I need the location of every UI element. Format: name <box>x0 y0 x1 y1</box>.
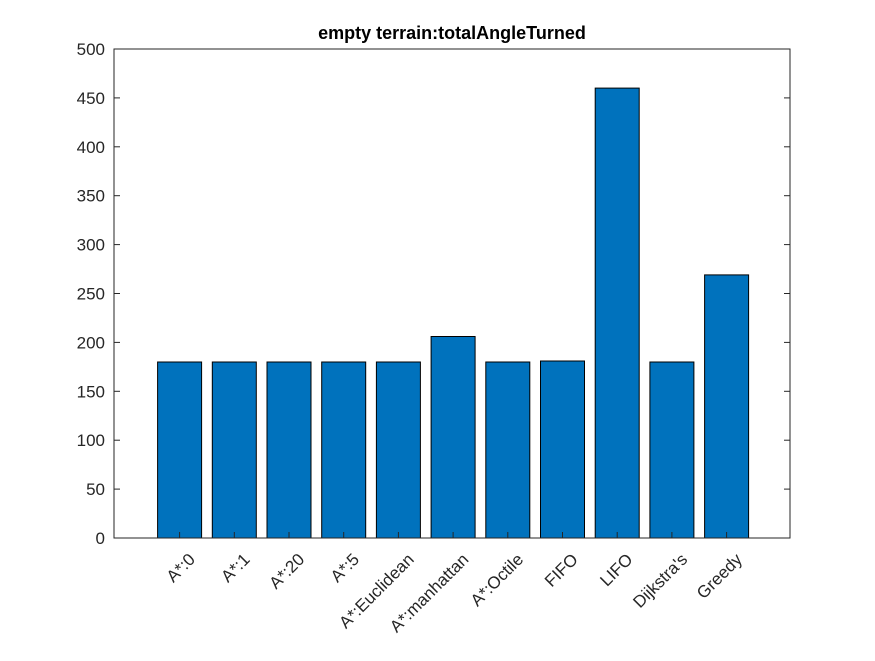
bar-3 <box>321 361 367 539</box>
bar-2 <box>266 361 312 539</box>
x-tick-label-10: Greedy <box>693 550 746 603</box>
y-tick-label-4: 200 <box>77 333 105 352</box>
y-tick-label-10: 500 <box>77 40 105 59</box>
x-tick-label-3: A*:5 <box>327 550 363 586</box>
x-tick-label-6: A*:Octile <box>467 550 527 610</box>
bar-10 <box>704 274 750 539</box>
chart-title: empty terrain:totalAngleTurned <box>318 23 586 43</box>
y-tick-label-1: 50 <box>86 480 105 499</box>
bar-7 <box>540 360 585 539</box>
x-tick-label-9: Dijkstra's <box>629 550 691 612</box>
x-axis: A*:0 A*:1 A*:20 A*:5A*:EuclideanA*:manhatta… <box>163 532 746 636</box>
bar-1 <box>211 361 257 539</box>
bar-9 <box>649 361 695 539</box>
bar-0 <box>157 361 203 539</box>
y-tick-label-7: 350 <box>77 187 105 206</box>
y-tick-label-9: 450 <box>77 89 105 108</box>
bars-group <box>157 87 750 539</box>
y-axis: 0 50 100 150 200 250 300 350 400 450 500 <box>77 40 790 548</box>
y-tick-label-5: 250 <box>77 285 105 304</box>
x-tick-label-7: FIFO <box>541 550 582 591</box>
bar-4 <box>375 361 421 539</box>
y-tick-label-3: 150 <box>77 382 105 401</box>
x-tick-label-8: LIFO <box>596 550 636 590</box>
bar-8 <box>594 87 640 539</box>
y-tick-label-2: 100 <box>77 431 105 450</box>
bar-6 <box>485 361 531 539</box>
x-tick-label-1: A*:1 <box>217 550 253 586</box>
y-tick-label-8: 400 <box>77 138 105 157</box>
y-tick-label-0: 0 <box>96 529 105 548</box>
x-tick-label-2: A*:20 <box>265 550 308 593</box>
x-tick-label-0: A*:0 <box>163 550 199 586</box>
bar-5 <box>430 336 476 539</box>
y-tick-label-6: 300 <box>77 236 105 255</box>
